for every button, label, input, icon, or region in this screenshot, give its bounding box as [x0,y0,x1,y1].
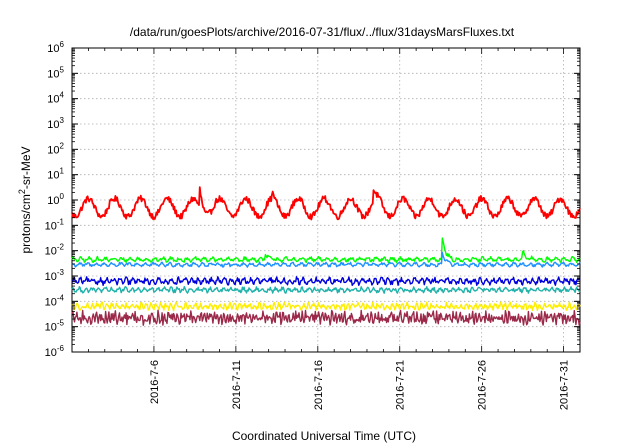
y-axis-ticks: 10-6 10-5 10-4 10-3 10-2 10-1 100 101 102 103 104 1… [45,40,580,359]
x-tick-label: 2016-7-31 [559,360,571,410]
y-axis-label: protons/cm2-sr-MeV [17,146,33,253]
y-tick-label: 10-5 [45,319,65,334]
y-tick-label: 10-1 [45,217,65,232]
x-tick-label: 2016-7-6 [149,360,161,404]
y-tick-label: 102 [47,141,64,156]
x-tick-label: 2016-7-11 [231,360,243,409]
y-tick-label: 105 [47,65,64,80]
x-tick-label: 2016-7-26 [477,360,489,410]
grid-lines [72,48,580,352]
x-tick-label: 2016-7-16 [313,360,325,410]
y-tick-label: 10-2 [45,243,65,258]
y-axis-label-sup: 2 [17,189,27,194]
y-tick-label: 10-6 [45,344,65,359]
y-tick-label: 10-4 [45,293,65,308]
series-line [71,309,581,326]
series-line [71,251,581,268]
series-line [71,286,581,294]
series-line [71,301,581,312]
y-tick-label: 10-3 [45,268,65,283]
y-tick-label: 106 [47,40,64,55]
y-tick-label: 100 [47,192,64,207]
y-tick-label: 101 [47,167,64,182]
y-axis-label-prefix: protons/cm [19,194,33,253]
x-axis-ticks: 2016-7-6 2016-7-11 2016-7-16 2016-7-21 2016-… [71,48,581,410]
series-line [71,276,581,286]
series-line [71,186,581,221]
y-axis-label-suffix: -sr-MeV [19,146,33,189]
x-tick-label: 2016-7-21 [395,360,407,410]
chart-title: /data/run/goesPlots/archive/2016-07-31/f… [130,25,515,39]
y-tick-label: 104 [47,91,64,106]
y-tick-label: 103 [47,116,64,131]
series-group [71,186,581,326]
series-line [71,237,581,264]
x-axis-label: Coordinated Universal Time (UTC) [232,429,416,443]
